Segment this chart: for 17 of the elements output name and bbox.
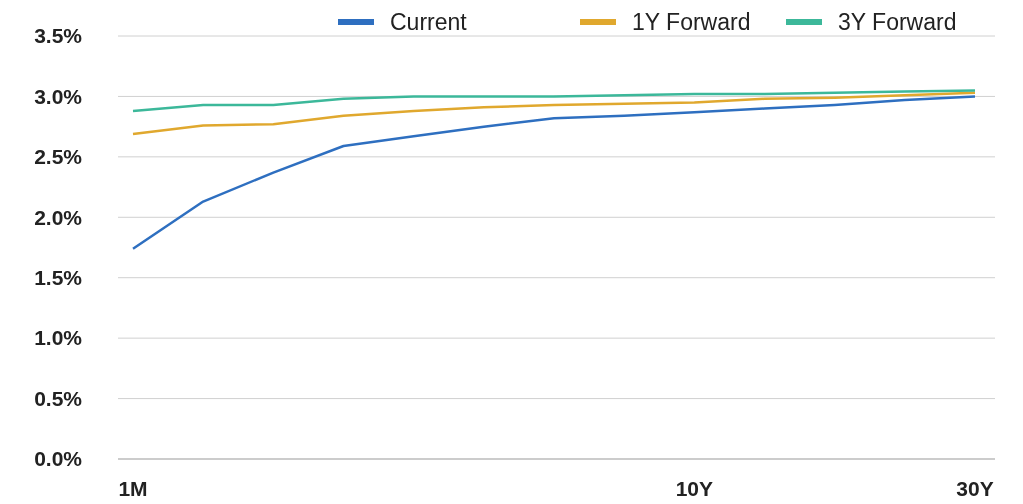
legend-label: 1Y Forward — [632, 9, 751, 36]
y-tick-label: 2.0% — [34, 205, 83, 229]
x-tick-label: 30Y — [956, 477, 994, 500]
y-tick-label: 2.5% — [34, 145, 83, 169]
line-series — [131, 91, 977, 136]
x-tick-label: 10Y — [675, 477, 714, 500]
x-tick-label: 1M — [118, 477, 148, 500]
line-series — [131, 89, 977, 113]
line-series — [131, 95, 977, 250]
y-tick-label: 0.0% — [34, 447, 83, 471]
y-tick-label: 1.5% — [34, 266, 83, 290]
y-tick-label: 3.0% — [34, 84, 83, 108]
y-tick-label: 1.0% — [34, 326, 83, 350]
y-tick-label: 3.5% — [34, 24, 83, 48]
legend-label: 3Y Forward — [838, 9, 957, 36]
y-tick-label: 0.5% — [34, 386, 83, 410]
legend-label: Current — [390, 9, 468, 36]
